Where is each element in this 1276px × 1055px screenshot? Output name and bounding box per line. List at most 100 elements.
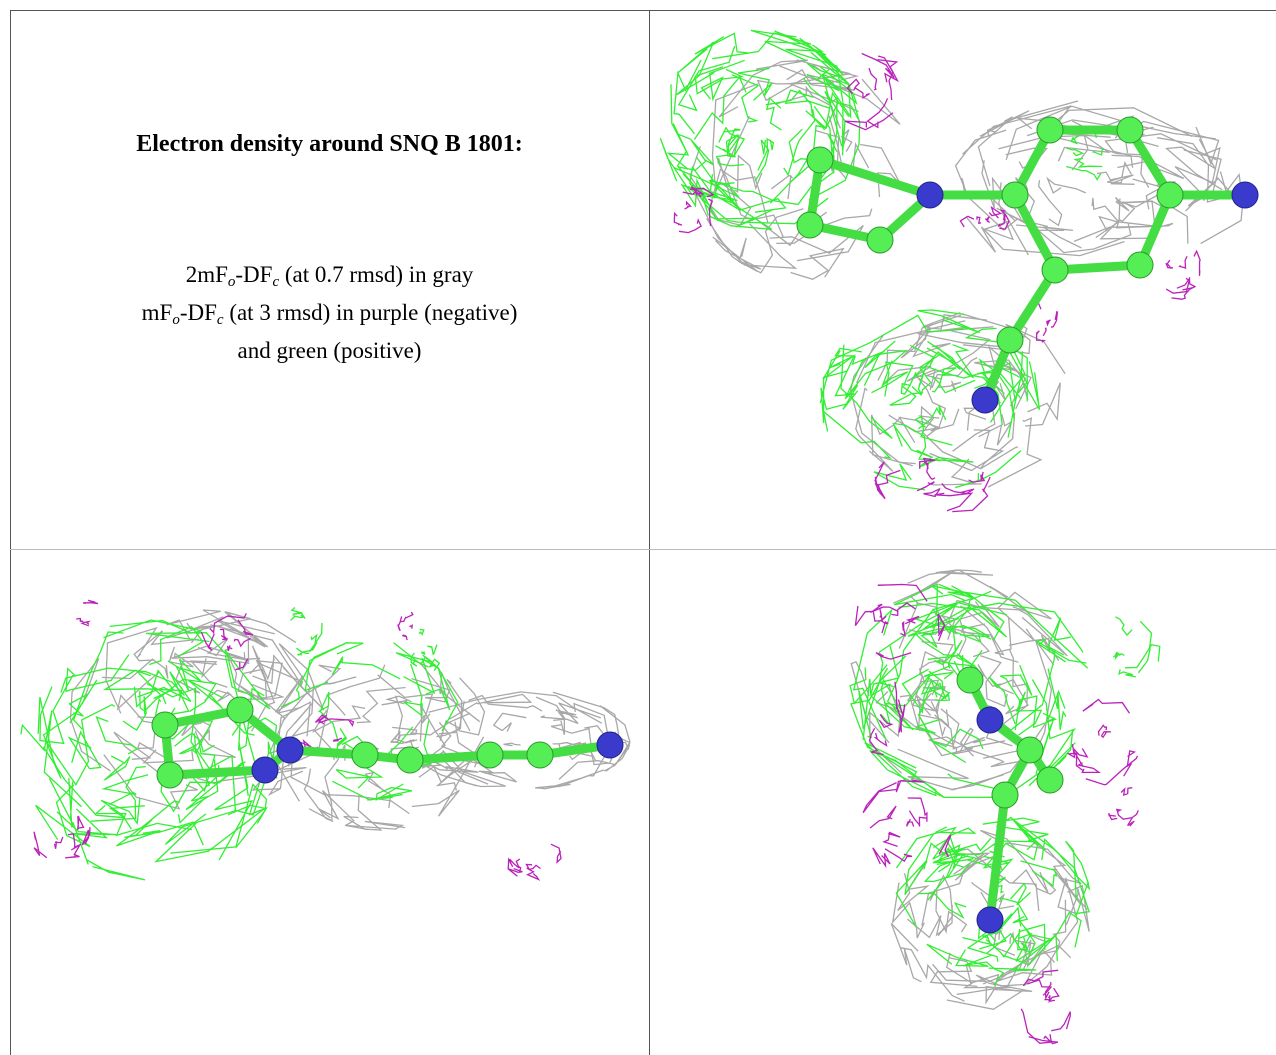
- atom: [992, 782, 1018, 808]
- density-mesh: [1109, 813, 1118, 819]
- density-mesh: [1046, 320, 1050, 325]
- caption-title: Electron density around SNQ B 1801:: [11, 131, 648, 158]
- density-mesh: [1066, 167, 1101, 180]
- density-mesh: [134, 631, 198, 661]
- figure-grid: [0, 0, 1276, 1055]
- atom: [1037, 767, 1063, 793]
- density-mesh: [427, 645, 437, 655]
- density-mesh: [1179, 256, 1187, 268]
- density-mesh: [535, 770, 604, 789]
- density-mesh: [994, 930, 1015, 955]
- density-mesh: [876, 733, 887, 745]
- density-mesh: [527, 868, 539, 879]
- density-mesh: [907, 819, 914, 826]
- density-mesh: [65, 846, 79, 858]
- density-mesh: [980, 111, 1029, 137]
- atom: [252, 757, 278, 783]
- atom: [867, 227, 893, 253]
- density-mesh: [901, 948, 965, 1001]
- density-mesh: [1025, 383, 1060, 426]
- density-mesh: [220, 630, 227, 640]
- density-mesh: [400, 612, 413, 622]
- atom: [152, 712, 178, 738]
- caption-line: 2mFo-DFc (at 0.7 rmsd) in gray: [11, 256, 648, 294]
- atom: [957, 667, 983, 693]
- density-mesh: [1177, 278, 1195, 289]
- density-mesh: [1138, 621, 1151, 673]
- density-mesh: [863, 783, 897, 813]
- density-mesh: [674, 213, 682, 225]
- atom: [997, 327, 1023, 353]
- density-mesh: [869, 68, 877, 90]
- density-mesh: [1166, 260, 1173, 268]
- atom: [1157, 182, 1183, 208]
- atom: [1017, 737, 1043, 763]
- density-mesh: [494, 713, 527, 731]
- density-mesh: [1194, 251, 1200, 276]
- density-mesh: [296, 643, 316, 653]
- atom: [807, 147, 833, 173]
- density-mesh: [402, 635, 407, 640]
- density-mesh: [999, 214, 1005, 226]
- density-mesh: [894, 584, 965, 616]
- atom: [277, 737, 303, 763]
- density-mesh: [900, 622, 905, 635]
- density-mesh: [710, 174, 785, 212]
- subscript: o: [172, 312, 180, 328]
- density-panels: [21, 30, 1258, 1043]
- density-mesh: [791, 249, 844, 280]
- caption-lines: 2mFo-DFc (at 0.7 rmsd) in graymFo-DFc (a…: [11, 256, 648, 370]
- density-mesh: [1048, 179, 1086, 193]
- density-mesh: [510, 859, 520, 868]
- density-mesh: [924, 313, 987, 329]
- density-mesh: [419, 629, 424, 634]
- density-mesh: [1051, 1012, 1070, 1031]
- density-mesh: [1125, 645, 1160, 668]
- subscript: c: [217, 312, 224, 328]
- density-mesh: [504, 743, 521, 746]
- density-mesh: [930, 876, 953, 936]
- density-mesh: [1037, 331, 1045, 342]
- density-mesh: [40, 675, 73, 743]
- density-mesh: [1039, 180, 1062, 225]
- density-mesh: [758, 139, 774, 171]
- density-mesh: [76, 619, 83, 622]
- density-mesh: [55, 837, 63, 849]
- density-mesh: [551, 844, 561, 862]
- density-mesh: [1121, 788, 1132, 795]
- density-mesh: [1101, 731, 1111, 737]
- density-mesh: [398, 616, 402, 630]
- density-mesh: [855, 88, 869, 98]
- density-mesh: [82, 827, 90, 845]
- atom: [597, 732, 623, 758]
- atom: [917, 182, 943, 208]
- density-mesh: [956, 130, 1016, 221]
- density-mesh: [104, 775, 148, 805]
- page: Electron density around SNQ B 1801: 2mFo…: [0, 0, 1276, 1055]
- atom: [1002, 182, 1028, 208]
- density-mesh: [685, 202, 691, 209]
- density-mesh: [311, 623, 322, 644]
- density-mesh: [344, 795, 381, 830]
- atom: [397, 747, 423, 773]
- density-mesh: [884, 832, 900, 846]
- density-mesh: [766, 91, 825, 130]
- caption-line: mFo-DFc (at 3 rmsd) in purple (negative): [11, 294, 648, 332]
- density-mesh: [917, 482, 934, 491]
- density-mesh: [1051, 312, 1057, 327]
- caption-text: (at 0.7 rmsd) in gray: [279, 262, 473, 287]
- density-mesh: [751, 30, 826, 54]
- density-mesh: [404, 664, 422, 716]
- density-mesh: [1113, 654, 1124, 657]
- atom: [1232, 182, 1258, 208]
- caption-text: and green (positive): [238, 338, 422, 363]
- density-mesh: [228, 645, 232, 651]
- density-mesh: [298, 652, 310, 655]
- density-mesh: [977, 217, 981, 223]
- density-mesh: [1000, 898, 1028, 923]
- density-mesh: [1027, 980, 1051, 995]
- density-mesh: [83, 600, 98, 603]
- density-mesh: [291, 615, 303, 620]
- caption-text: mF: [142, 300, 173, 325]
- density-mesh: [845, 113, 893, 130]
